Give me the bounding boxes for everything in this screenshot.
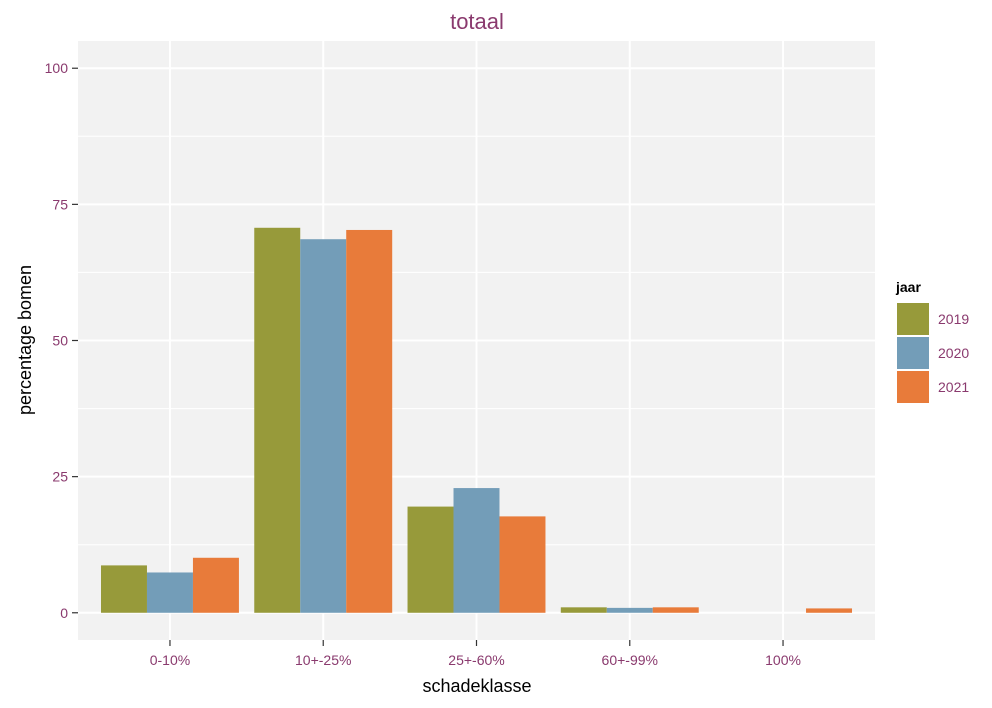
y-tick-label: 100 — [45, 60, 69, 76]
chart-title: totaal — [450, 9, 504, 34]
x-tick-label: 60+-99% — [602, 652, 658, 668]
legend-swatch-2020 — [897, 337, 929, 369]
bar-2020-60+-99% — [606, 607, 653, 613]
bar-2019-0-10% — [100, 565, 147, 613]
y-tick-label: 0 — [60, 605, 68, 621]
bar-2019-10+-25% — [254, 227, 301, 613]
bar-2020-25+-60% — [453, 488, 500, 613]
x-axis-title: schadeklasse — [422, 676, 531, 696]
x-axis: 0-10% 10+-25% 25+-60% 60+-99% 100% — [150, 640, 801, 668]
y-tick-label: 25 — [52, 469, 68, 485]
legend-label-2020: 2020 — [938, 345, 969, 361]
bar-2021-100% — [806, 608, 853, 613]
bar-2021-25+-60% — [499, 516, 546, 613]
y-axis: 0 25 50 75 100 — [45, 60, 78, 621]
bar-2021-60+-99% — [652, 607, 699, 613]
legend-swatch-2021 — [897, 371, 929, 403]
bar-2020-10+-25% — [300, 239, 347, 613]
legend: jaar 2019 2020 2021 — [895, 279, 969, 403]
bar-2021-0-10% — [192, 557, 239, 613]
y-tick-label: 50 — [52, 333, 68, 349]
x-tick-label: 10+-25% — [295, 652, 351, 668]
y-axis-title: percentage bomen — [15, 265, 35, 415]
bar-2019-60+-99% — [560, 607, 607, 613]
x-tick-label: 100% — [765, 652, 801, 668]
legend-label-2021: 2021 — [938, 379, 969, 395]
legend-label-2019: 2019 — [938, 311, 969, 327]
bar-2019-25+-60% — [407, 506, 454, 613]
bars — [100, 227, 853, 613]
x-tick-label: 0-10% — [150, 652, 190, 668]
legend-title: jaar — [895, 279, 921, 295]
bar-2020-0-10% — [146, 572, 193, 613]
legend-swatch-2019 — [897, 303, 929, 335]
x-tick-label: 25+-60% — [448, 652, 504, 668]
bar-2021-10+-25% — [346, 229, 393, 613]
y-tick-label: 75 — [52, 196, 68, 212]
